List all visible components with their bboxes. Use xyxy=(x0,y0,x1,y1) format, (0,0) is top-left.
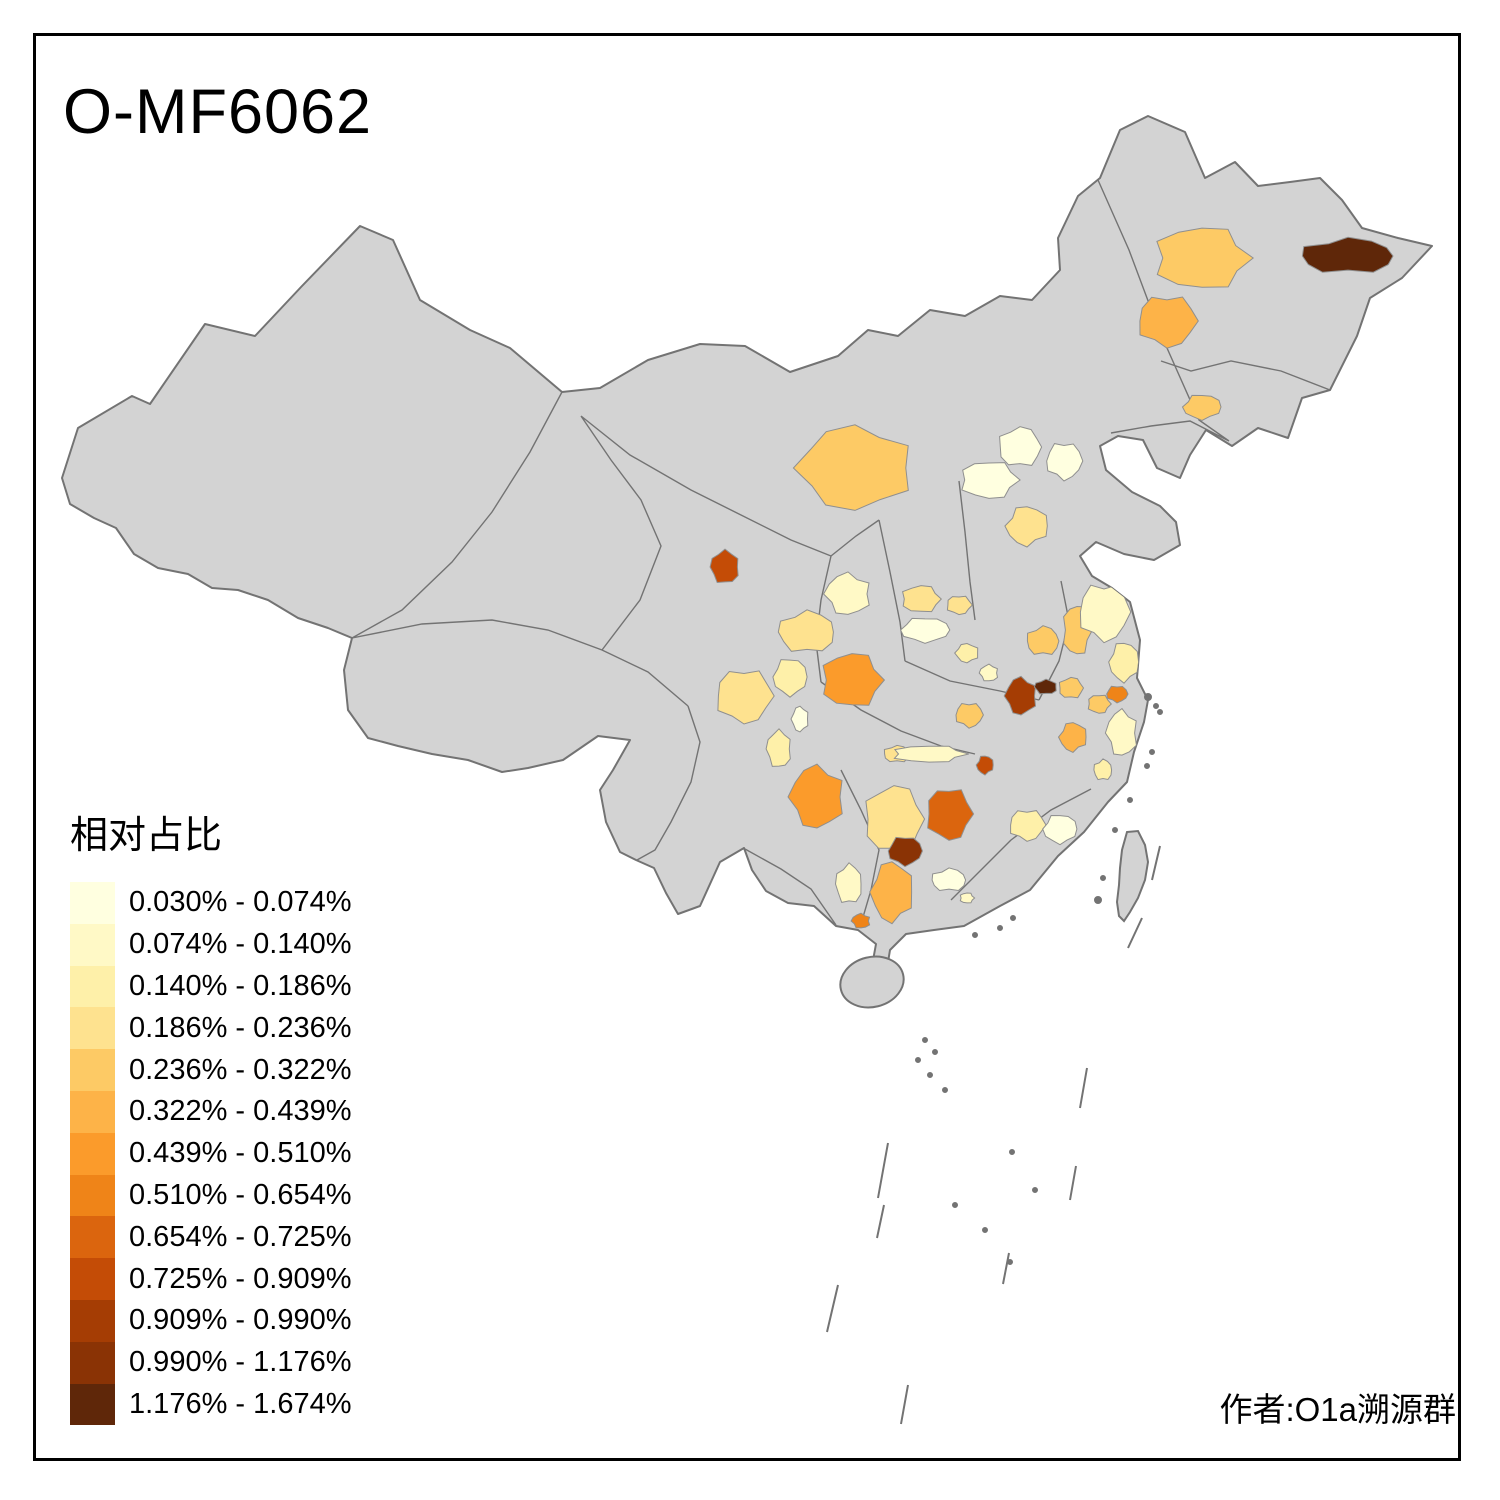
map-region-zhejiang-s xyxy=(1093,758,1113,781)
map-region-zunyi xyxy=(787,763,843,829)
map-region-hubei-nw xyxy=(955,702,984,729)
map-region-zhejiang-coast xyxy=(1104,707,1137,756)
map-region-wuzhou-strip xyxy=(869,861,913,925)
map-region-ne-far-east xyxy=(1301,236,1394,273)
map-region-henan-mid xyxy=(978,663,999,682)
legend-item: 0.322% - 0.439% xyxy=(70,1090,352,1133)
map-region-guanzhong xyxy=(777,609,834,652)
map-region-henan-e xyxy=(1026,625,1060,655)
legend-label: 0.322% - 0.439% xyxy=(129,1095,352,1128)
map-region-guizhou-s xyxy=(834,862,862,903)
mainland-outline xyxy=(61,115,1433,975)
legend-swatch xyxy=(70,1383,115,1426)
page-title: O-MF6062 xyxy=(63,77,373,147)
legend-swatch xyxy=(70,1341,115,1384)
attribution-text: 作者:O1a溯源群 xyxy=(1219,1391,1456,1428)
legend-label: 0.236% - 0.322% xyxy=(129,1053,352,1086)
map-region-beijing xyxy=(999,426,1043,466)
legend-item: 0.074% - 0.140% xyxy=(70,923,352,966)
legend-swatch xyxy=(70,1090,115,1133)
legend-swatch xyxy=(70,1007,115,1050)
legend-item: 0.990% - 1.176% xyxy=(70,1341,352,1384)
legend: 相对占比 0.030% - 0.074% 0.074% - 0.140% 0.140… xyxy=(70,814,352,1426)
legend-swatch xyxy=(70,1174,115,1217)
legend-label: 0.725% - 0.909% xyxy=(129,1262,352,1295)
legend-item: 0.725% - 0.909% xyxy=(70,1258,351,1300)
map-region-inner-mongolia xyxy=(792,424,909,511)
map-region-chongqing xyxy=(822,653,886,706)
map-region-ne-qiqihar xyxy=(1156,227,1255,288)
legend-swatch xyxy=(70,965,115,1008)
map-region-hangzhou xyxy=(1057,722,1087,754)
legend-swatch xyxy=(70,1258,115,1300)
map-region-shaanxi-n xyxy=(822,571,870,615)
map-region-nanjing xyxy=(1087,694,1112,714)
legend-item: 0.140% - 0.186% xyxy=(70,965,352,1008)
legend-label: 0.510% - 0.654% xyxy=(129,1178,352,1211)
legend-label: 0.909% - 0.990% xyxy=(129,1304,352,1337)
legend-label: 0.074% - 0.140% xyxy=(129,928,352,961)
legend-item: 0.510% - 0.654% xyxy=(70,1174,352,1217)
map-region-liaoning-small xyxy=(1181,394,1222,421)
map-region-guangzhou-cream xyxy=(931,867,967,892)
map-region-shanghai-orange xyxy=(1106,685,1129,704)
map-region-sichuan-ne xyxy=(772,659,808,698)
legend-item: 0.030% - 0.074% xyxy=(70,882,351,924)
map-region-anhui-darkest xyxy=(1033,678,1057,695)
legend-label: 0.654% - 0.725% xyxy=(129,1220,352,1253)
legend-label: 0.439% - 0.510% xyxy=(129,1137,352,1170)
map-region-henan-w xyxy=(899,617,951,644)
map-region-sichuan-s xyxy=(765,728,791,767)
legend-swatch xyxy=(70,1299,115,1342)
taiwan-island xyxy=(1115,829,1150,923)
map-region-shanxi-se xyxy=(946,595,974,616)
map-region-hebei-sw xyxy=(961,462,1021,499)
map-region-beihai xyxy=(850,912,871,929)
map-region-anhui-dark xyxy=(1003,675,1037,716)
legend-item: 0.909% - 0.990% xyxy=(70,1299,352,1342)
map-region-hubei-strip xyxy=(893,745,969,763)
legend-item: 0.186% - 0.236% xyxy=(70,1007,352,1050)
legend-swatch xyxy=(70,882,115,924)
map-region-wuhan-dark xyxy=(975,755,994,776)
map-region-ne-west xyxy=(1139,296,1199,349)
map-region-gansu-dark xyxy=(709,548,739,584)
map-region-hunan-dark xyxy=(927,789,975,841)
map-region-zhengzhou xyxy=(954,642,979,664)
legend-label: 0.186% - 0.236% xyxy=(129,1011,352,1044)
map-region-jiangsu-coast xyxy=(1108,642,1140,684)
map-region-anhui-e xyxy=(1058,676,1085,699)
map-region-hebei-s xyxy=(1004,506,1048,548)
map-region-fujian-w xyxy=(1042,814,1078,846)
colored-regions xyxy=(709,227,1394,929)
legend-swatch xyxy=(70,1216,115,1259)
legend-item: 0.236% - 0.322% xyxy=(70,1049,351,1091)
map-region-shanxi-s xyxy=(902,585,943,613)
legend-item: 0.654% - 0.725% xyxy=(70,1216,352,1259)
legend-swatch xyxy=(70,1132,115,1175)
hainan-island xyxy=(839,955,905,1009)
legend-item: 1.176% - 1.674% xyxy=(70,1383,352,1426)
legend-item: 0.439% - 0.510% xyxy=(70,1132,352,1175)
islands-and-dashes xyxy=(826,693,1163,1425)
legend-label: 1.176% - 1.674% xyxy=(129,1387,352,1420)
legend-label: 0.990% - 1.176% xyxy=(129,1346,352,1379)
map-region-hebei-e xyxy=(1046,443,1084,482)
map-region-dongguan xyxy=(959,892,976,904)
legend-items: 0.030% - 0.074% 0.074% - 0.140% 0.140% - 0… xyxy=(70,882,352,1426)
map-region-hezhou-dark xyxy=(887,836,923,868)
map-region-ganzhou xyxy=(1010,810,1047,842)
map-region-chengdu xyxy=(717,670,775,725)
map-region-sichuan-cream xyxy=(790,705,809,733)
legend-swatch xyxy=(70,1049,115,1091)
legend-swatch xyxy=(70,923,115,966)
legend-title: 相对占比 xyxy=(70,815,223,857)
legend-label: 0.140% - 0.186% xyxy=(129,969,352,1002)
legend-label: 0.030% - 0.074% xyxy=(129,886,352,919)
